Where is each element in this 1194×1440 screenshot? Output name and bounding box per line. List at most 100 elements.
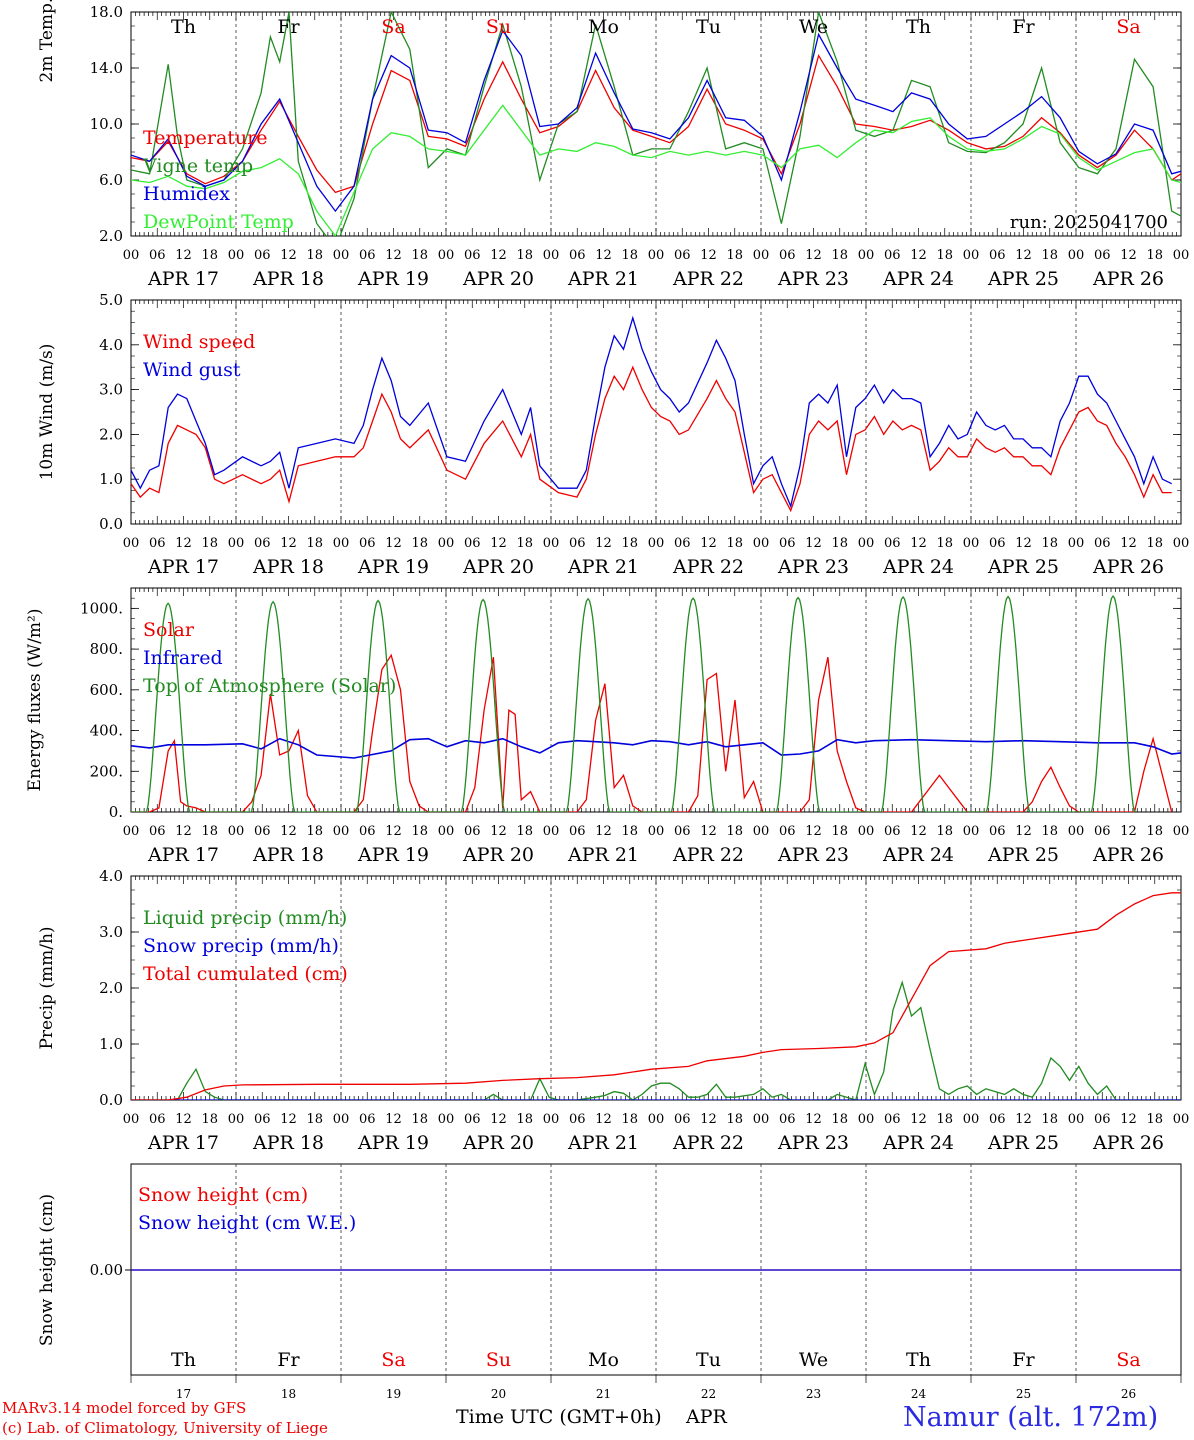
x-hour-label: 18 bbox=[936, 536, 953, 551]
x-hour-label: 12 bbox=[175, 824, 192, 839]
day-name-top: Th bbox=[906, 16, 931, 38]
x-hour-label: 00 bbox=[1068, 248, 1085, 263]
panel-2: 0.0 1.0 2.0 3.0 4.0 5.0 10m Wind (m/s) Wind spe… bbox=[37, 291, 1189, 578]
y-axis: 0. 200. 400. 600. 800. 1000. bbox=[80, 587, 1181, 821]
y-tick-label: 10.0 bbox=[90, 115, 123, 133]
x-hour-label: 00 bbox=[858, 824, 875, 839]
x-hour-label: 12 bbox=[280, 248, 297, 263]
x-hour-label: 18 bbox=[306, 536, 323, 551]
x-date-label: APR 21 bbox=[567, 1132, 639, 1154]
x-date-label: APR 26 bbox=[1092, 556, 1164, 578]
x-hour-label: 00 bbox=[123, 1112, 140, 1127]
x-hour-label: 06 bbox=[464, 248, 481, 263]
x-hour-label: 00 bbox=[1173, 1112, 1190, 1127]
x-hour-label: 12 bbox=[385, 824, 402, 839]
day-number: 21 bbox=[596, 1387, 611, 1401]
x-hour-label: 06 bbox=[464, 1112, 481, 1127]
x-hour-label: 00 bbox=[438, 824, 455, 839]
y-tick-label: 600. bbox=[90, 681, 123, 699]
x-hour-label: 12 bbox=[1120, 536, 1137, 551]
x-hour-label: 12 bbox=[1120, 1112, 1137, 1127]
x-hour-label: 00 bbox=[543, 248, 560, 263]
x-date-label: APR 24 bbox=[882, 1132, 954, 1154]
y-tick-label: 14.0 bbox=[90, 59, 123, 77]
x-date-label: APR 24 bbox=[882, 844, 954, 866]
x-hour-label: 06 bbox=[989, 824, 1006, 839]
y-tick-label: 2.0 bbox=[99, 979, 123, 997]
day-number: 20 bbox=[491, 1387, 506, 1401]
x-hour-label: 18 bbox=[411, 536, 428, 551]
y-tick-label: 1.0 bbox=[99, 470, 123, 488]
x-hour-label: 12 bbox=[700, 536, 717, 551]
x-date-label: APR 20 bbox=[462, 1132, 534, 1154]
x-hour-label: 06 bbox=[674, 536, 691, 551]
x-hour-label: 00 bbox=[438, 1112, 455, 1127]
x-hour-label: 00 bbox=[753, 536, 770, 551]
day-number: 18 bbox=[281, 1387, 296, 1401]
x-hour-label: 18 bbox=[411, 248, 428, 263]
x-hour-label: 12 bbox=[280, 824, 297, 839]
x-hour-label: 00 bbox=[438, 536, 455, 551]
x-date-label: APR 18 bbox=[252, 844, 324, 866]
x-hour-label: 18 bbox=[411, 824, 428, 839]
x-hour-label: 06 bbox=[149, 824, 166, 839]
x-date-label: APR 22 bbox=[672, 1132, 744, 1154]
legend-entry: Liquid precip (mm/h) bbox=[143, 907, 347, 929]
day-name-bottom: Fr bbox=[277, 1349, 300, 1371]
day-number: 22 bbox=[701, 1387, 716, 1401]
x-date-label: APR 19 bbox=[357, 1132, 429, 1154]
x-hour-label: 12 bbox=[1015, 824, 1032, 839]
day-name-top: Sa bbox=[1116, 16, 1140, 38]
x-hour-label: 06 bbox=[884, 1112, 901, 1127]
run-label: run: 2025041700 bbox=[1010, 212, 1168, 233]
x-hour-label: 12 bbox=[910, 824, 927, 839]
y-axis-title: 10m Wind (m/s) bbox=[37, 344, 57, 481]
x-ticks bbox=[130, 876, 1182, 1100]
x-hour-label: 00 bbox=[543, 1112, 560, 1127]
x-hour-label: 00 bbox=[858, 248, 875, 263]
day-name-top: Mo bbox=[588, 16, 619, 38]
day-name-top: Fr bbox=[277, 16, 300, 38]
x-hour-label: 18 bbox=[306, 248, 323, 263]
x-hour-label: 00 bbox=[123, 824, 140, 839]
x-hour-label: 06 bbox=[884, 248, 901, 263]
day-name-top: Sa bbox=[381, 16, 405, 38]
x-date-label: APR 24 bbox=[882, 556, 954, 578]
x-hour-label: 00 bbox=[963, 824, 980, 839]
x-hour-label: 18 bbox=[1146, 824, 1163, 839]
x-hour-label: 18 bbox=[1146, 248, 1163, 263]
y-tick-label: 400. bbox=[90, 722, 123, 740]
day-name-bottom: Sa bbox=[381, 1349, 405, 1371]
x-hour-label: 12 bbox=[490, 824, 507, 839]
x-hour-label: 18 bbox=[831, 248, 848, 263]
x-hour-labels: 00 06 12 18 APR 17 00 06 12 18 APR 18 00 06 12 18 APR … bbox=[123, 248, 1190, 290]
x-hour-labels: 00 06 12 18 APR 17 00 06 12 18 APR 18 00 06 12 18 APR … bbox=[123, 824, 1190, 866]
day-name-bottom: We bbox=[799, 1349, 828, 1371]
x-date-label: APR 22 bbox=[672, 268, 744, 290]
panel-3: 0. 200. 400. 600. 800. 1000. Energy fluxes (W/… bbox=[25, 587, 1190, 866]
y-tick-label: 0. bbox=[109, 803, 123, 821]
series-line bbox=[131, 737, 1181, 759]
x-date-label: APR 18 bbox=[252, 268, 324, 290]
x-date-label: APR 20 bbox=[462, 844, 534, 866]
x-hour-label: 18 bbox=[621, 1112, 638, 1127]
x-hour-label: 12 bbox=[1015, 248, 1032, 263]
y-tick-label: 18.0 bbox=[90, 3, 123, 21]
x-hour-label: 18 bbox=[1041, 536, 1058, 551]
x-hour-label: 06 bbox=[149, 1112, 166, 1127]
day-name-top: Fr bbox=[1012, 16, 1035, 38]
legend-entry: Wind gust bbox=[143, 359, 241, 381]
x-hour-label: 12 bbox=[595, 1112, 612, 1127]
x-hour-label: 06 bbox=[674, 824, 691, 839]
x-hour-label: 00 bbox=[753, 248, 770, 263]
x-ticks bbox=[130, 12, 1182, 236]
legend: Solar Infrared Top of Atmosphere (Solar) bbox=[143, 619, 396, 697]
x-hour-label: 18 bbox=[1146, 1112, 1163, 1127]
day-name-top: Th bbox=[171, 16, 196, 38]
x-date-label: APR 22 bbox=[672, 844, 744, 866]
x-hour-label: 12 bbox=[700, 1112, 717, 1127]
panel-1: 2.0 6.0 10.0 14.0 18.0 2m Temp. (°C) Temperatu… bbox=[37, 0, 1189, 290]
x-hour-label: 12 bbox=[385, 536, 402, 551]
day-name-bottom: Fr bbox=[1012, 1349, 1035, 1371]
y-tick-label: 800. bbox=[90, 640, 123, 658]
